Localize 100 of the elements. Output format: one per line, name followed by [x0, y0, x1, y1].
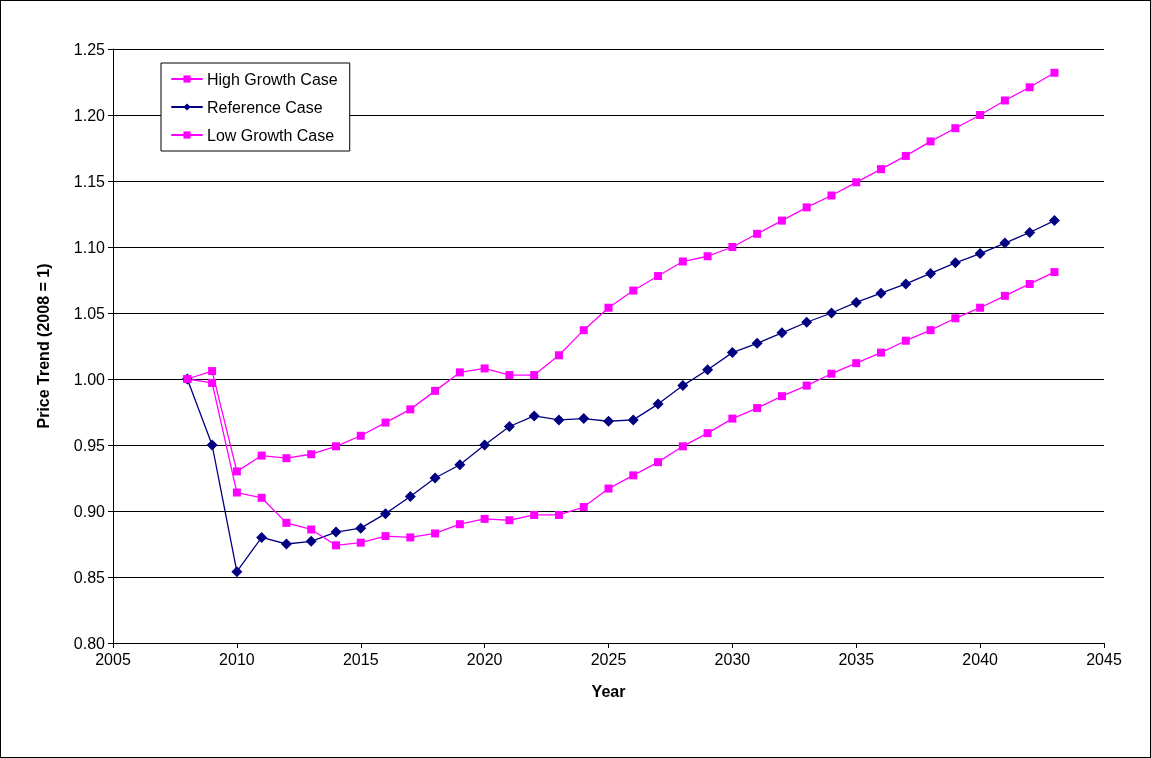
point [604, 303, 613, 312]
point [974, 248, 986, 260]
point [827, 191, 836, 200]
point [331, 442, 340, 451]
y-tick-label: 1.00 [73, 370, 106, 388]
point [751, 337, 763, 349]
point [480, 364, 489, 373]
x-tick-label: 2020 [466, 650, 503, 668]
point [604, 484, 613, 493]
y-axis-title: Price Trend (2008 = 1) [34, 263, 52, 429]
point [802, 203, 811, 212]
y-tick-label: 1.20 [73, 106, 106, 124]
point [406, 533, 415, 542]
point [901, 151, 910, 160]
point [1000, 96, 1009, 105]
point [1050, 268, 1059, 277]
x-tick-label: 2040 [962, 650, 999, 668]
point [231, 566, 243, 578]
point [777, 392, 786, 401]
y-tick-label: 1.10 [73, 238, 106, 256]
point [305, 535, 317, 547]
point [454, 459, 466, 471]
point [208, 367, 217, 376]
point [999, 237, 1011, 249]
point [877, 165, 886, 174]
point [479, 439, 491, 451]
point [850, 296, 862, 308]
point [702, 364, 714, 376]
y-tick-label: 0.85 [73, 568, 106, 586]
point [776, 327, 788, 339]
point [753, 229, 762, 238]
legend-label: Low Growth Case [207, 126, 335, 144]
point [875, 287, 887, 299]
point [949, 257, 961, 269]
point [381, 418, 390, 427]
point [802, 381, 811, 390]
point [926, 137, 935, 146]
point [307, 450, 316, 459]
point [654, 272, 663, 281]
point [852, 359, 861, 368]
point [530, 371, 539, 380]
point [406, 405, 415, 414]
point [356, 431, 365, 440]
x-tick-label: 2045 [1086, 650, 1122, 668]
point [652, 398, 664, 410]
point [431, 529, 440, 538]
x-tick-label: 2035 [838, 650, 875, 668]
point [232, 488, 241, 497]
point [877, 348, 886, 357]
point [505, 371, 514, 380]
x-tick-label: 2010 [219, 650, 255, 668]
point [703, 429, 712, 438]
point [627, 414, 639, 426]
legend-label: Reference Case [207, 98, 323, 116]
point [380, 508, 392, 520]
point [331, 541, 340, 550]
y-tick-label: 1.15 [73, 172, 106, 190]
point [753, 404, 762, 413]
point [528, 410, 540, 422]
point [728, 243, 737, 251]
point [677, 380, 689, 392]
point [280, 538, 292, 550]
y-tick-label: 1.05 [73, 304, 106, 322]
x-axis-title: Year [591, 682, 626, 700]
point [678, 257, 687, 266]
point [480, 514, 489, 523]
point [431, 386, 440, 395]
point [1048, 215, 1060, 227]
y-tick-label: 0.80 [73, 634, 106, 652]
point [629, 286, 638, 295]
x-tick-label: 2015 [342, 650, 379, 668]
x-tick-label: 2030 [714, 650, 751, 668]
point [206, 439, 218, 451]
y-tick-label: 0.95 [73, 436, 106, 454]
x-tick-label: 2005 [95, 650, 131, 668]
point [901, 336, 910, 345]
point [282, 518, 291, 527]
point [1000, 291, 1009, 300]
point [503, 421, 515, 433]
point [951, 314, 960, 323]
legend-label: High Growth Case [207, 70, 338, 88]
point [900, 278, 912, 290]
point [703, 252, 712, 261]
point [282, 454, 291, 463]
point [728, 414, 737, 423]
point [1024, 226, 1036, 238]
point [404, 490, 416, 502]
point [578, 413, 590, 425]
point [257, 493, 266, 502]
point [976, 303, 985, 312]
point [579, 326, 588, 335]
point [777, 216, 786, 225]
y-tick-label: 0.90 [73, 502, 106, 520]
point [1050, 68, 1059, 77]
point [429, 472, 441, 484]
point [827, 369, 836, 378]
point [356, 538, 365, 547]
point [1025, 83, 1034, 92]
point [208, 378, 217, 387]
point [256, 531, 268, 543]
